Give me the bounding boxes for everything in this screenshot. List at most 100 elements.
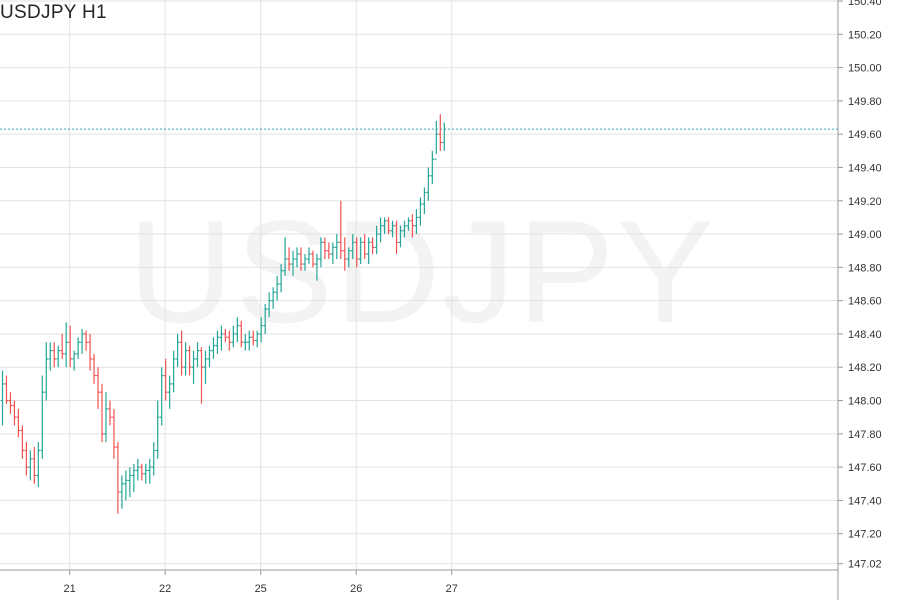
ohlc-bar: [120, 475, 124, 509]
ohlc-bar: [406, 217, 411, 231]
ohlc-bar: [16, 408, 21, 438]
ohlc-bar: [0, 370, 5, 426]
ohlc-bar: [215, 330, 220, 354]
y-tick-label: 147.20: [848, 529, 882, 541]
ohlc-bar: [279, 264, 283, 293]
ohlc-bar: [4, 375, 9, 404]
ohlc-bar: [32, 447, 37, 484]
ohlc-bar: [335, 234, 339, 260]
ohlc-bar: [52, 342, 57, 368]
ohlc-bar: [104, 392, 108, 443]
y-tick-label: 149.80: [848, 96, 882, 108]
ohlc-bar: [291, 250, 295, 276]
ohlc-bar: [342, 237, 347, 271]
ohlc-bar: [80, 328, 84, 354]
ohlc-bar: [382, 217, 387, 235]
ohlc-bar: [239, 320, 244, 348]
ohlc-bar: [283, 237, 287, 276]
ohlc-bar: [299, 247, 303, 271]
ohlc-bar: [88, 333, 92, 371]
ohlc-bar: [36, 442, 41, 488]
ohlc-bar: [136, 458, 140, 481]
ohlc-bar: [68, 325, 72, 368]
ohlc-bar: [219, 325, 224, 351]
ohlc-bar: [199, 347, 204, 404]
ohlc-bar: [430, 150, 435, 185]
ohlc-bar: [147, 458, 152, 484]
y-tick-label: 147.02: [848, 559, 882, 571]
ohlc-bar: [72, 350, 76, 371]
ohlc-bar: [211, 337, 216, 359]
ohlc-bar: [132, 463, 136, 493]
ohlc-bar: [247, 330, 252, 351]
ohlc-bar: [235, 317, 240, 343]
ohlc-bar: [303, 254, 307, 271]
ohlc-bar: [442, 122, 447, 151]
ohlc-bar: [402, 220, 407, 238]
ohlc-bar: [362, 234, 367, 260]
ohlc-bar: [251, 330, 256, 346]
ohlc-bar: [44, 342, 49, 401]
ohlc-bar: [124, 470, 128, 501]
ohlc-bar: [227, 330, 232, 351]
ohlc-bar: [183, 342, 188, 376]
ohlc-bar: [171, 350, 176, 393]
ohlc-bar: [20, 425, 25, 459]
ohlc-bar: [187, 345, 192, 376]
ohlc-bar: [434, 120, 439, 160]
ohlc-bar: [155, 400, 160, 459]
ohlc-bar: [223, 328, 228, 343]
ohlc-bar: [354, 237, 359, 268]
y-tick-label: 147.60: [848, 462, 882, 474]
ohlc-bar: [96, 367, 100, 409]
ohlc-bar: [143, 463, 148, 484]
ohlc-bar: [195, 342, 200, 368]
x-tick-label: 25: [255, 583, 267, 595]
ohlc-bar: [323, 237, 327, 260]
ohlc-bar: [346, 247, 351, 268]
ohlc-bar: [28, 450, 33, 481]
x-tick-label: 21: [64, 583, 76, 595]
y-tick-label: 150.40: [848, 0, 882, 8]
ohlc-bar: [8, 392, 13, 414]
y-tick-label: 148.80: [848, 262, 882, 274]
ohlc-bar: [259, 317, 263, 343]
ohlc-bar: [295, 247, 299, 268]
y-tick-label: 149.40: [848, 162, 882, 174]
ohlc-bar: [358, 237, 363, 265]
y-tick-label: 147.40: [848, 495, 882, 507]
ohlc-bar: [275, 275, 279, 301]
ohlc-bar: [64, 322, 68, 368]
ohlc-bar: [92, 353, 96, 384]
y-tick-label: 149.20: [848, 196, 882, 208]
x-tick-label: 22: [159, 583, 171, 595]
ohlc-bar: [60, 333, 64, 359]
ohlc-bar: [12, 400, 17, 426]
ohlc-bar: [311, 250, 315, 268]
ohlc-bar: [315, 254, 319, 281]
y-tick-label: 148.40: [848, 329, 882, 341]
ohlc-bar: [243, 333, 248, 351]
ohlc-bar: [438, 114, 443, 151]
ohlc-bar: [24, 442, 29, 476]
ohlc-bar: [422, 187, 427, 215]
ohlc-bar: [140, 463, 144, 481]
y-tick-label: 150.00: [848, 63, 882, 75]
y-tick-label: 149.60: [848, 129, 882, 141]
ohlc-bar: [331, 242, 335, 265]
ohlc-bar: [394, 220, 399, 255]
ohlc-bar: [163, 358, 168, 401]
ohlc-bar: [175, 333, 180, 368]
ohlc-bar: [108, 400, 112, 426]
ohlc-bar: [370, 237, 375, 255]
ohlc-bar: [128, 467, 132, 498]
ohlc-bar: [327, 242, 331, 260]
ohlc-bar: [84, 330, 88, 351]
ohlc-bar: [207, 345, 212, 368]
ohlc-bar: [307, 247, 311, 265]
ohlc-bar: [414, 209, 419, 235]
ohlc-bar: [263, 303, 267, 334]
ohlc-bar: [350, 234, 355, 260]
